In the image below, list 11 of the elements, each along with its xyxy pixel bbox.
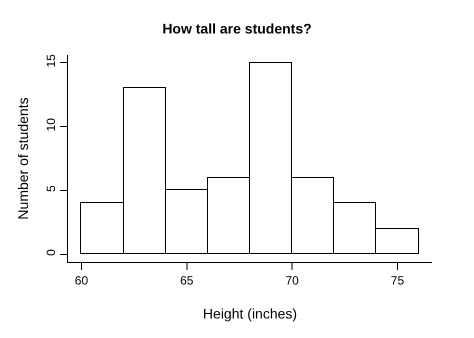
x-tick-label: 65 (180, 273, 194, 288)
y-tick-label: 5 (44, 184, 58, 192)
y-axis-title: Number of students (14, 97, 31, 220)
y-tick-label: 10 (44, 118, 58, 132)
x-tick-label: 70 (285, 273, 300, 288)
x-axis-title: Height (inches) (202, 306, 298, 322)
x-tick-label: 75 (390, 273, 404, 288)
y-tick-label: 15 (44, 54, 58, 68)
y-tick-label: 0 (44, 248, 58, 256)
x-tick-label: 60 (74, 273, 88, 288)
chart-title: How tall are students? (162, 20, 312, 36)
